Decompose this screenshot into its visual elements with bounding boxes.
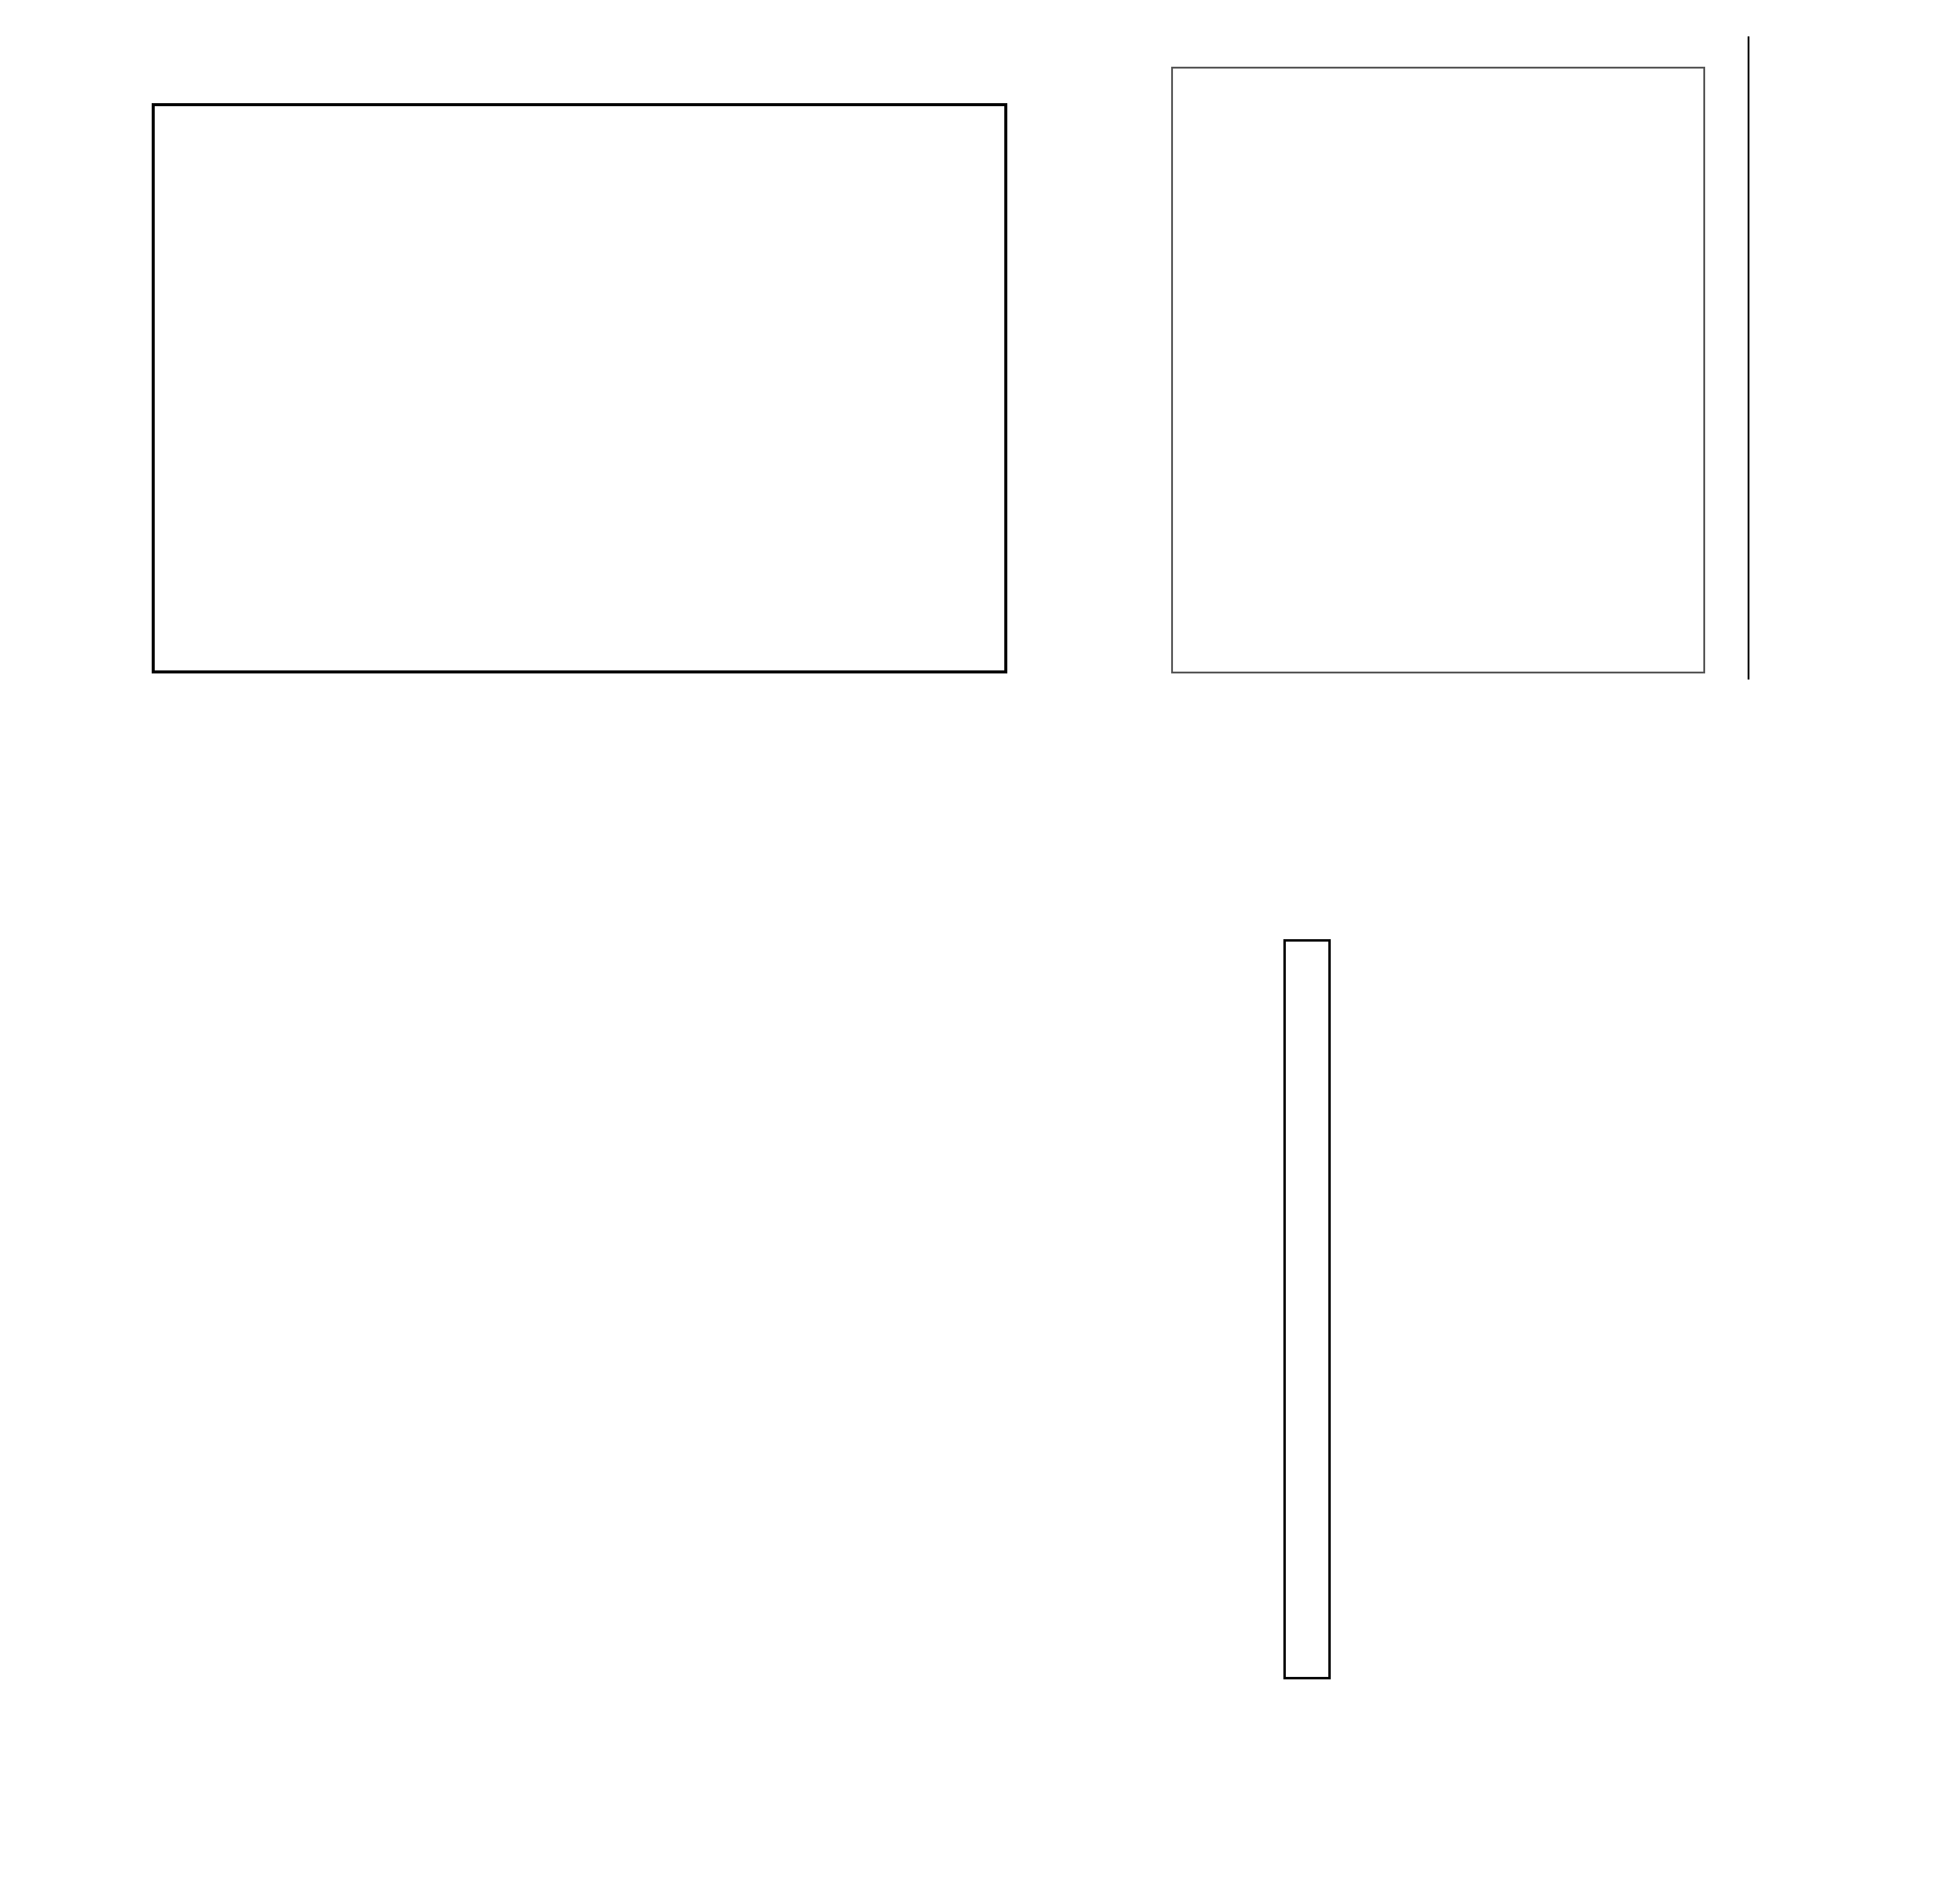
panel-c-matrix-svg xyxy=(419,940,601,1031)
panel-b-scatter-svg xyxy=(1173,69,1703,672)
panel-b-cca-plot xyxy=(1032,0,1960,801)
panel-c-matrix xyxy=(419,940,601,1034)
panel-b-legend-divider xyxy=(1748,36,1749,680)
panel-b-plot-area xyxy=(1171,67,1705,673)
panel-a-plot-area xyxy=(152,103,1007,673)
panel-c-colorbar-gradient xyxy=(1283,939,1331,1679)
panel-c-correlation-matrix xyxy=(0,777,1960,1882)
panel-a-bar-chart xyxy=(0,0,1062,777)
